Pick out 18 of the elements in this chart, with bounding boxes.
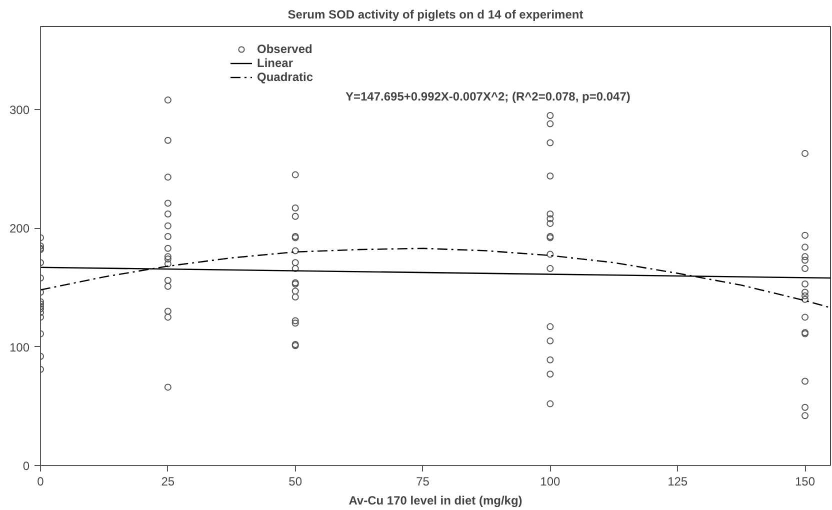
y-tick-label: 200 [9,222,30,236]
x-tick-label: 0 [37,474,44,488]
x-tick-label: 150 [795,474,816,488]
x-axis-title: Av-Cu 170 level in diet (mg/kg) [348,494,522,508]
x-tick-label: 75 [416,474,430,488]
annotation: Y=147.695+0.992X-0.007X^2; (R^2=0.078, p=0.047) [346,90,630,104]
legend-label: Linear [257,56,294,70]
y-tick-label: 300 [9,103,30,118]
y-tick-label: 100 [9,340,30,354]
x-tick-label: 50 [288,474,302,488]
x-tick-label: 100 [540,474,561,488]
legend-label: Observed [257,42,312,56]
chart-title: Serum SOD activity of piglets on d 14 of experiment [288,8,584,22]
line-series [40,248,830,308]
x-tick-label: 125 [668,474,688,488]
legend-label: Quadratic [257,70,314,84]
y-tick-label: 0 [22,459,30,473]
x-tick-label: 25 [161,474,175,488]
